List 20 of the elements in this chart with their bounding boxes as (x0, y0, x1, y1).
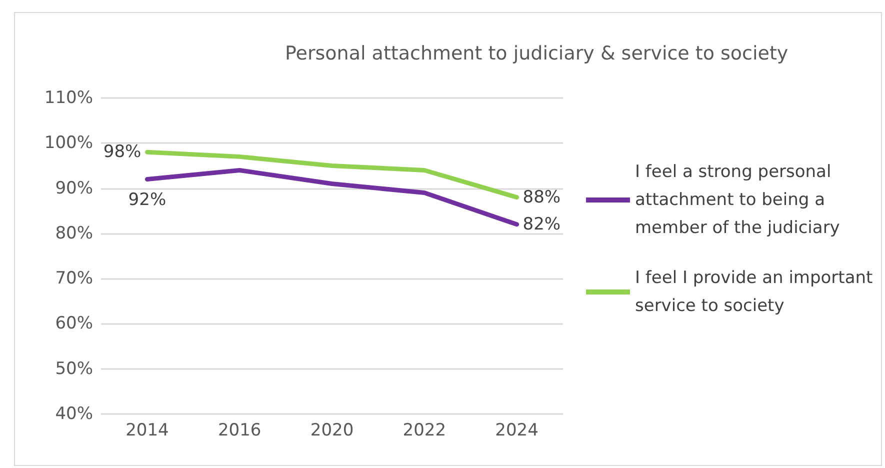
legend-label: I feel I provide an important service to society (635, 268, 878, 316)
x-tick-label: 2020 (310, 420, 354, 440)
y-tick-label: 40% (55, 404, 93, 424)
y-tick-label: 50% (55, 358, 93, 379)
y-tick-label: 80% (55, 223, 93, 244)
y-tick-label: 110% (44, 88, 93, 108)
legend-label: I feel a strong personal attachment to being a member of the judiciary (635, 162, 840, 238)
x-tick-label: 2016 (218, 420, 262, 440)
data-label: 92% (128, 190, 166, 210)
y-tick-label: 100% (44, 133, 93, 154)
data-label: 82% (522, 214, 561, 234)
data-label: 98% (103, 142, 142, 162)
y-tick-label: 90% (55, 178, 93, 198)
x-tick-label: 2024 (495, 420, 538, 440)
x-tick-label: 2014 (126, 420, 169, 440)
y-tick-label: 70% (55, 268, 93, 289)
y-tick-label: 60% (55, 314, 93, 334)
data-label: 88% (522, 187, 561, 208)
x-tick-label: 2022 (402, 420, 446, 440)
chart-title: Personal attachment to judiciary & service to society (285, 42, 788, 64)
